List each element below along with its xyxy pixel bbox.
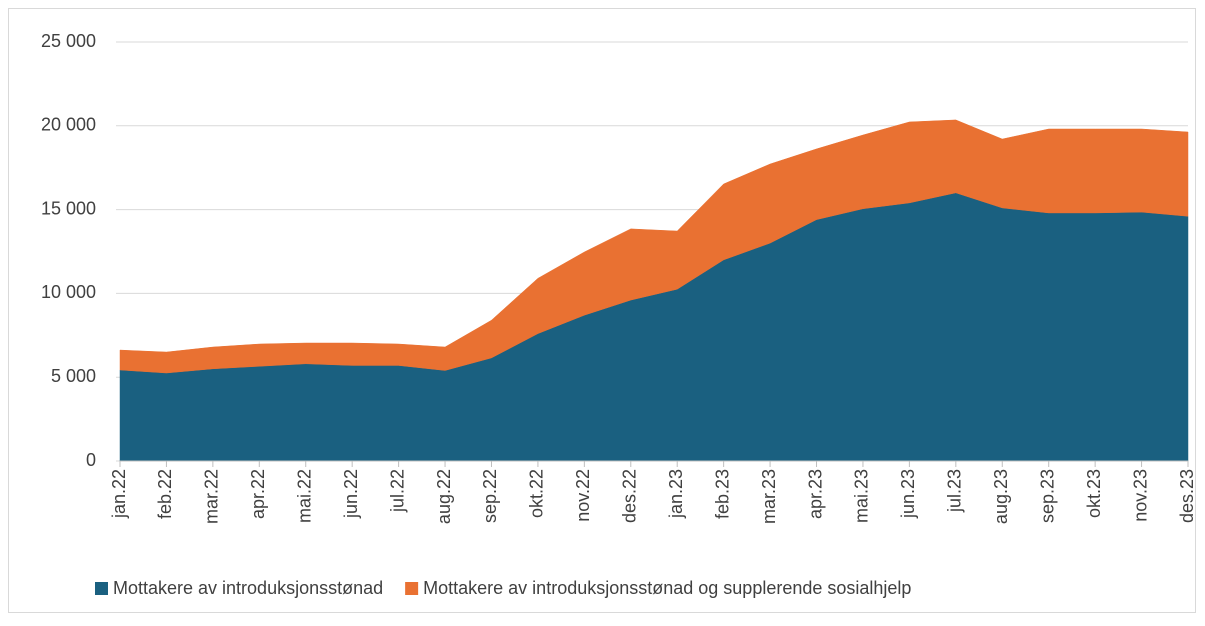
x-tick-label: apr.23 bbox=[805, 469, 825, 519]
x-tick-label: aug.23 bbox=[991, 469, 1011, 524]
x-tick-label: okt.22 bbox=[527, 469, 547, 518]
legend-swatch bbox=[95, 582, 108, 595]
x-tick-label: feb.23 bbox=[712, 469, 732, 519]
x-tick-label: des.23 bbox=[1177, 469, 1197, 523]
x-tick-label: sep.22 bbox=[480, 469, 500, 523]
x-tick-label: mai.22 bbox=[294, 469, 314, 523]
legend-label: Mottakere av introduksjonsstønad bbox=[113, 578, 383, 598]
legend-label: Mottakere av introduksjonsstønad og supp… bbox=[423, 578, 911, 598]
x-tick-label: apr.22 bbox=[248, 469, 268, 519]
y-tick-label: 25 000 bbox=[41, 31, 96, 51]
x-tick-label: mar.22 bbox=[202, 469, 222, 524]
x-tick-label: jul.22 bbox=[387, 469, 407, 513]
x-tick-label: jan.23 bbox=[666, 469, 686, 519]
x-tick-label: des.22 bbox=[620, 469, 640, 523]
y-tick-label: 20 000 bbox=[41, 115, 96, 135]
legend-swatch bbox=[405, 582, 419, 595]
y-tick-label: 10 000 bbox=[41, 282, 96, 302]
x-tick-label: sep.23 bbox=[1037, 469, 1057, 523]
x-tick-label: nov.22 bbox=[573, 469, 593, 522]
x-tick-label: jul.23 bbox=[945, 469, 965, 513]
x-tick-label: nov.23 bbox=[1130, 469, 1150, 522]
area bbox=[119, 119, 1189, 374]
x-tick-label: okt.23 bbox=[1084, 469, 1104, 518]
x-tick-label: jun.22 bbox=[341, 469, 361, 519]
x-tick-label: mar.23 bbox=[759, 469, 779, 524]
x-tick-label: jan.22 bbox=[109, 469, 129, 519]
y-tick-label: 5 000 bbox=[51, 366, 96, 386]
x-tick-label: mai.23 bbox=[852, 469, 872, 523]
y-tick-label: 15 000 bbox=[41, 198, 96, 218]
y-tick-label: 0 bbox=[86, 450, 96, 470]
x-tick-label: jun.23 bbox=[898, 469, 918, 519]
x-tick-label: feb.22 bbox=[155, 469, 175, 519]
x-tick-label: aug.22 bbox=[434, 469, 454, 524]
